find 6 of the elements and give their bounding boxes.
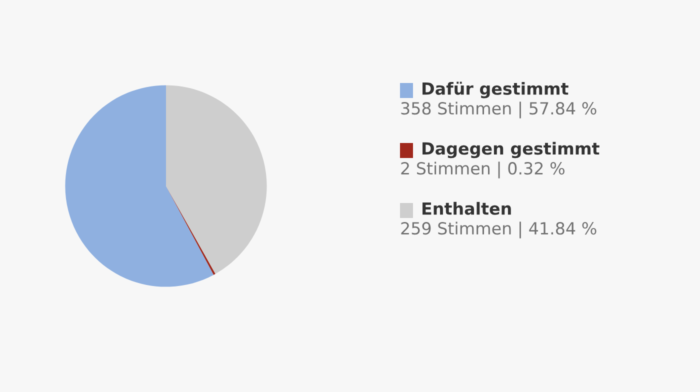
data-label: 2 Stimmen | 0.32 % [401, 162, 564, 178]
data-label: 358 Stimmen | 57.84 % [401, 102, 596, 118]
legend-label: Dafür gestimmt [422, 82, 568, 98]
legend-label: Dagegen gestimmt [422, 142, 600, 158]
legend-label: Enthalten [422, 202, 511, 215]
data-label: 259 Stimmen | 41.84 % [401, 222, 596, 238]
